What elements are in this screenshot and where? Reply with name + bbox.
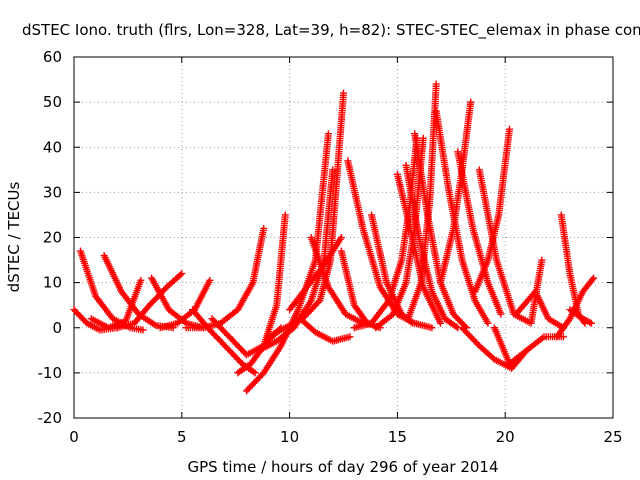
data-point	[452, 323, 460, 331]
chart-title: dSTEC Iono. truth (flrs, Lon=328, Lat=39…	[22, 21, 640, 40]
x-tick-label: 0	[69, 428, 79, 446]
data-point	[206, 276, 214, 284]
data-point	[249, 368, 257, 376]
data-point	[251, 369, 259, 377]
y-tick-label: -20	[38, 409, 63, 427]
y-tick-label: 20	[43, 229, 62, 247]
data-point	[260, 224, 268, 232]
x-tick-label: 15	[388, 428, 407, 446]
data-point	[467, 98, 475, 106]
series-arc-32	[475, 166, 546, 327]
series-arc-11	[234, 211, 289, 377]
data-point	[176, 271, 184, 279]
series-arc-33	[490, 324, 567, 368]
series-arc-17	[307, 234, 367, 327]
x-tick-label: 25	[603, 428, 622, 446]
x-tick-label: 10	[280, 428, 299, 446]
series-arc-30	[458, 324, 531, 372]
data-point	[314, 298, 322, 306]
y-tick-label: 30	[43, 183, 62, 201]
series-arc-26	[404, 80, 440, 323]
data-point	[559, 333, 567, 341]
y-tick-label: -10	[38, 364, 63, 382]
y-axis-label: dSTEC / TECUs	[5, 181, 23, 292]
axis-ticks: 0 5 10 15 20 25 -20 -10 0 10 20 30 40 50 60	[38, 48, 623, 446]
data-point	[139, 326, 147, 334]
series-arc-19	[344, 157, 436, 332]
data-point	[137, 276, 145, 284]
data-point	[340, 89, 347, 97]
data-point	[178, 270, 186, 278]
x-axis-label: GPS time / hours of day 296 of year 2014	[188, 458, 499, 476]
data-point	[408, 319, 416, 327]
data-point	[590, 274, 598, 282]
data-point	[281, 211, 289, 219]
series-arc-3	[87, 276, 145, 332]
y-tick-label: 60	[43, 48, 62, 66]
y-tick-label: 50	[43, 93, 62, 111]
y-tick-label: 0	[52, 319, 62, 337]
y-tick-label: 40	[43, 138, 62, 156]
series-arc-31	[471, 125, 514, 296]
series-arc-36	[553, 274, 598, 341]
series-arc-16	[296, 315, 354, 345]
data-point	[587, 319, 595, 327]
data-point	[419, 134, 427, 142]
y-tick-label: 10	[43, 274, 62, 292]
series-arc-5	[113, 270, 186, 332]
series-arc-34	[512, 288, 567, 332]
data-point	[329, 166, 337, 174]
x-tick-label: 20	[496, 428, 515, 446]
data-point	[428, 324, 436, 332]
series-arc-27	[432, 107, 492, 327]
data-points	[70, 80, 598, 395]
data-point	[484, 319, 492, 327]
data-point	[437, 319, 445, 327]
data-point	[506, 125, 514, 133]
series-arc-28	[437, 98, 475, 287]
series-arc-37	[566, 306, 595, 327]
series-arc-14	[264, 89, 347, 341]
data-point	[346, 333, 354, 341]
data-point	[538, 256, 546, 264]
data-point	[324, 130, 332, 138]
data-point	[432, 80, 440, 88]
x-tick-label: 5	[177, 428, 187, 446]
data-point	[497, 310, 505, 318]
data-point	[337, 234, 345, 241]
series-arc-8	[182, 224, 268, 332]
